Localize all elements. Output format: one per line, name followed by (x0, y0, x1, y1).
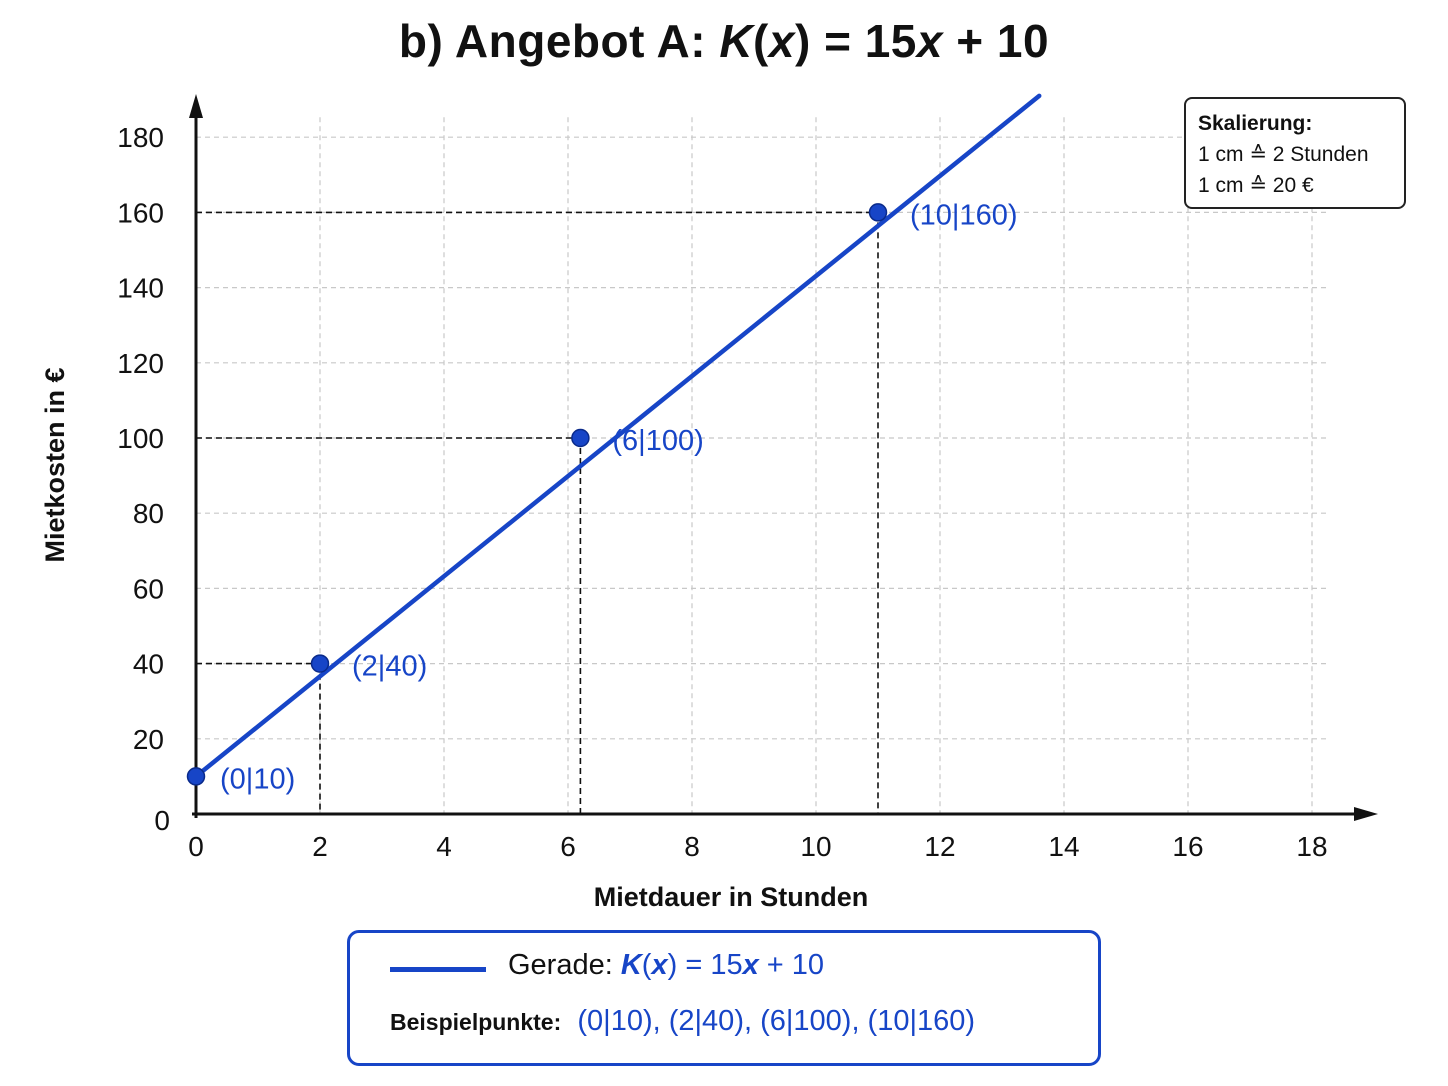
legend-points-text: (0|10), (2|40), (6|100), (10|160) (577, 1005, 976, 1037)
legend-eq-arg: x (651, 949, 668, 981)
data-point-label-2: (6|100) (612, 425, 703, 457)
guide-lines (196, 211, 879, 814)
title-rhs-a: = 15 (810, 15, 917, 67)
y-axis-arrow (189, 94, 203, 118)
legend-eq-paren-close: ) (667, 949, 678, 981)
title-prefix: b) Angebot A: (398, 15, 720, 67)
title-rhs-var: x (916, 15, 943, 67)
scale-line-1: 1 cm ≙ 2 Stunden (1198, 143, 1369, 166)
data-point-1 (310, 654, 330, 673)
title-rhs-b: + 10 (942, 15, 1050, 67)
scale-title: Skalierung: (1198, 112, 1313, 135)
y-tick-label-60: 60 (133, 573, 164, 604)
data-point-label-0: (0|10) (220, 763, 295, 795)
y-axis-label: Mietkosten in € (40, 367, 70, 562)
x-tick-label-10: 10 (800, 831, 831, 862)
legend-line-prefix: Gerade: (508, 949, 621, 981)
legend-eq-a: = 15 (677, 949, 743, 981)
x-axis-label: Mietdauer in Stunden (594, 882, 869, 912)
legend-points-entry: Beispielpunkte: (0|10), (2|40), (6|100),… (390, 1005, 975, 1038)
legend-eq-paren-open: ( (641, 949, 652, 981)
chart-title: b) Angebot A: K(x) = 15x + 10 (0, 14, 1448, 68)
legend-points-label: Beispielpunkte: (390, 1009, 562, 1035)
title-func-name: K (719, 15, 754, 67)
x-tick-label-4: 4 (436, 831, 452, 862)
y-tick-label-0: 0 (154, 805, 170, 836)
x-tick-label-12: 12 (924, 831, 955, 862)
legend-eq-b: + 10 (758, 949, 825, 981)
y-tick-label-20: 20 (133, 724, 164, 755)
y-tick-label-180: 180 (117, 122, 164, 153)
legend: Gerade: K(x) = 15x + 10 Beispielpunkte: … (347, 930, 1101, 1066)
function-line (193, 93, 1042, 779)
scale-box: Skalierung: 1 cm ≙ 2 Stunden 1 cm ≙ 20 € (1184, 97, 1406, 209)
series-line (193, 93, 1042, 779)
data-point-2 (571, 428, 590, 448)
legend-line-swatch (390, 967, 486, 972)
x-tick-label-18: 18 (1296, 831, 1327, 862)
x-tick-label-16: 16 (1172, 831, 1203, 862)
title-func-arg: x (768, 15, 795, 67)
x-tick-label-14: 14 (1048, 831, 1079, 862)
legend-line-entry: Gerade: K(x) = 15x + 10 (508, 949, 824, 982)
legend-eq-var: x (742, 949, 759, 981)
y-tick-label-80: 80 (133, 498, 164, 529)
data-point-0 (186, 767, 206, 786)
x-tick-label-2: 2 (312, 831, 328, 862)
y-tick-label-160: 160 (117, 197, 164, 228)
scale-line-2: 1 cm ≙ 20 € (1198, 174, 1314, 197)
y-tick-label-40: 40 (133, 649, 164, 680)
axes (189, 94, 1378, 821)
data-points: (0|10) (2|40) (6|100) (10|160) (186, 199, 1018, 795)
data-point-label-3: (10|160) (910, 199, 1018, 231)
data-point-3 (868, 203, 888, 222)
title-paren-open: ( (753, 15, 769, 67)
title-paren-close: ) (794, 15, 811, 67)
data-point-label-1: (2|40) (352, 651, 427, 683)
x-tick-label-6: 6 (560, 831, 576, 862)
legend-eq-name: K (620, 949, 642, 981)
grid (196, 117, 1328, 814)
x-axis-arrow (1354, 807, 1378, 821)
x-tick-label-0: 0 (188, 831, 204, 862)
y-tick-label-120: 120 (117, 348, 164, 379)
y-tick-label-100: 100 (117, 423, 164, 454)
x-tick-label-8: 8 (684, 831, 700, 862)
y-tick-label-140: 140 (117, 273, 164, 304)
